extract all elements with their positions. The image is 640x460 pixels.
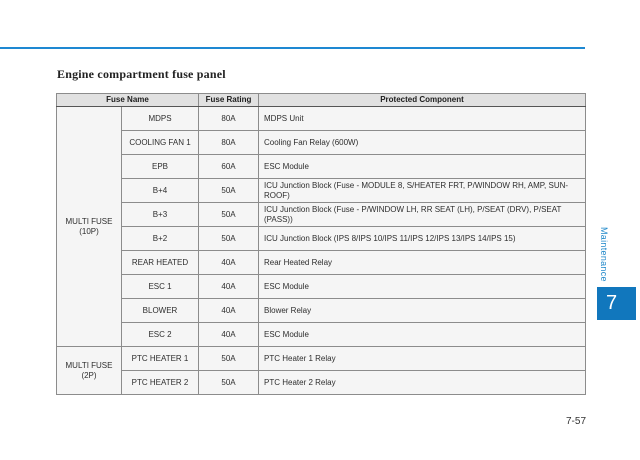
fuse-rating-cell: 50A [198,370,259,395]
fuse-name-cell: B+2 [121,226,199,251]
table-row: B+2 50A ICU Junction Block (IPS 8/IPS 10… [57,226,586,251]
table-row: ESC 1 40A ESC Module [57,274,586,299]
fuse-name-cell: ESC 1 [121,274,199,299]
table-row: PTC HEATER 2 50A PTC Heater 2 Relay [57,370,586,395]
protected-component-cell: MDPS Unit [258,106,586,131]
fuse-rating-cell: 80A [198,130,259,155]
fuse-rating-cell: 80A [198,106,259,131]
group-label-cell: MULTI FUSE (10P) [56,106,122,347]
fuse-name-cell: ESC 2 [121,322,199,347]
fuse-name-cell: MDPS [121,106,199,131]
col-header-fuse-rating: Fuse Rating [198,93,259,107]
table-row: B+3 50A ICU Junction Block (Fuse - P/WIN… [57,202,586,227]
protected-component-cell: ESC Module [258,322,586,347]
fuse-rating-cell: 50A [198,226,259,251]
table-row: B+4 50A ICU Junction Block (Fuse - MODUL… [57,178,586,203]
header-divider-rule [0,47,585,49]
fuse-name-cell: REAR HEATED [121,250,199,275]
protected-component-cell: Rear Heated Relay [258,250,586,275]
protected-component-cell: ESC Module [258,274,586,299]
fuse-name-cell: BLOWER [121,298,199,323]
col-header-fuse-name: Fuse Name [56,93,199,107]
fuse-rating-cell: 50A [198,202,259,227]
fuse-name-cell: COOLING FAN 1 [121,130,199,155]
table-row: EPB 60A ESC Module [57,154,586,179]
protected-component-cell: ICU Junction Block (Fuse - MODULE 8, S/H… [258,178,586,203]
sidebar-section-label: Maintenance [599,227,609,282]
table-row: REAR HEATED 40A Rear Heated Relay [57,250,586,275]
fuse-name-cell: B+3 [121,202,199,227]
protected-component-cell: ESC Module [258,154,586,179]
chapter-tab: 7 [597,287,636,320]
fuse-rating-cell: 50A [198,346,259,371]
fuse-rating-cell: 40A [198,322,259,347]
fuse-rating-cell: 40A [198,250,259,275]
table-row: MULTI FUSE (10P) MDPS 80A MDPS Unit [56,106,586,347]
chapter-number: 7 [606,292,618,314]
protected-component-cell: ICU Junction Block (Fuse - P/WINDOW LH, … [258,202,586,227]
group-sub: (10P) [79,226,99,236]
table-row: COOLING FAN 1 80A Cooling Fan Relay (600… [57,130,586,155]
protected-component-cell: Cooling Fan Relay (600W) [258,130,586,155]
fuse-table: Fuse Name Fuse Rating Protected Componen… [56,93,586,395]
group-label-cell: MULTI FUSE (2P) [56,346,122,395]
group-multi-fuse-10p: MULTI FUSE (10P) MDPS 80A MDPS Unit COOL… [56,106,586,347]
protected-component-cell: PTC Heater 1 Relay [258,346,586,371]
fuse-rating-cell: 40A [198,274,259,299]
table-row: MULTI FUSE (2P) PTC HEATER 1 50A PTC Hea… [56,346,586,395]
page-title: Engine compartment fuse panel [57,67,226,81]
fuse-name-cell: B+4 [121,178,199,203]
group-multi-fuse-2p: MULTI FUSE (2P) PTC HEATER 1 50A PTC Hea… [56,346,586,395]
protected-component-cell: PTC Heater 2 Relay [258,370,586,395]
group-sub: (2P) [81,370,97,380]
table-row: BLOWER 40A Blower Relay [57,298,586,323]
table-row: ESC 2 40A ESC Module [57,322,586,347]
protected-component-cell: Blower Relay [258,298,586,323]
col-header-protected-component: Protected Component [258,93,586,107]
protected-component-cell: ICU Junction Block (IPS 8/IPS 10/IPS 11/… [258,226,586,251]
fuse-name-cell: PTC HEATER 2 [121,370,199,395]
fuse-name-cell: EPB [121,154,199,179]
page-number: 7-57 [565,416,586,427]
group-name: MULTI FUSE [65,361,113,370]
fuse-name-cell: PTC HEATER 1 [121,346,199,371]
group-name: MULTI FUSE [65,217,113,226]
fuse-rating-cell: 60A [198,154,259,179]
fuse-rating-cell: 50A [198,178,259,203]
table-header-row: Fuse Name Fuse Rating Protected Componen… [56,93,586,107]
fuse-rating-cell: 40A [198,298,259,323]
